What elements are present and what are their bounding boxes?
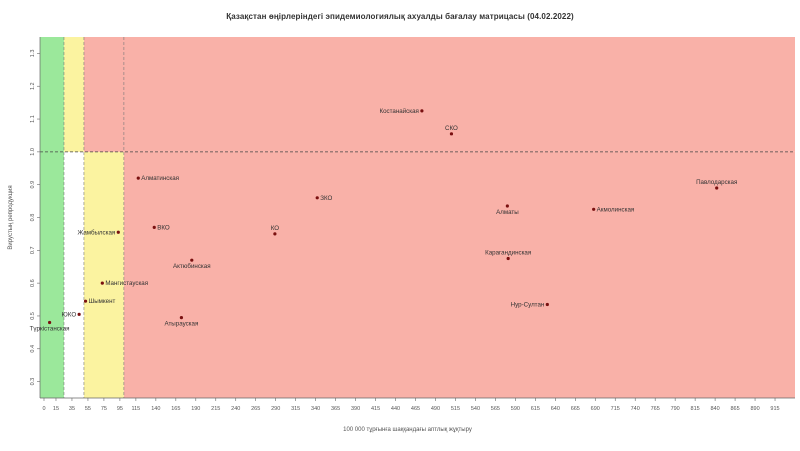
point-label: Түркістанская bbox=[30, 326, 70, 333]
point-label: Акмолинская bbox=[597, 206, 635, 213]
point-label: Костанайская bbox=[380, 108, 419, 115]
x-tick-label: 740 bbox=[631, 406, 640, 412]
y-tick-label: 0.8 bbox=[30, 214, 36, 222]
x-tick-label: 765 bbox=[651, 406, 660, 412]
data-point bbox=[505, 204, 509, 208]
data-point bbox=[136, 176, 140, 180]
x-tick-label: 590 bbox=[511, 406, 520, 412]
x-axis-title: 100 000 тұрғынға шаққандағы аптлық жұқты… bbox=[343, 427, 472, 433]
y-tick-label: 0.3 bbox=[30, 378, 36, 386]
x-tick-label: 115 bbox=[131, 406, 140, 412]
point-label: СКО bbox=[445, 125, 458, 132]
data-point bbox=[100, 281, 104, 285]
data-point bbox=[273, 232, 277, 236]
x-tick-label: 465 bbox=[411, 406, 420, 412]
point-label: ВКО bbox=[157, 224, 170, 231]
point-label: Карагандинская bbox=[485, 250, 531, 257]
y-axis-title: Вирустың репродукция bbox=[8, 185, 14, 249]
data-point bbox=[152, 225, 156, 229]
x-tick-label: 440 bbox=[391, 406, 400, 412]
zone-green bbox=[40, 37, 64, 398]
zone-red bbox=[123, 151, 795, 398]
x-tick-label: 690 bbox=[591, 406, 600, 412]
point-label: Жамбылская bbox=[78, 229, 116, 236]
y-tick-label: 0.6 bbox=[30, 279, 36, 287]
x-tick-label: 640 bbox=[551, 406, 560, 412]
x-tick-label: 75 bbox=[101, 406, 107, 412]
point-label: Мангистауская bbox=[105, 280, 148, 287]
point-label: ЗКО bbox=[320, 195, 332, 202]
x-tick-label: 915 bbox=[770, 406, 779, 412]
x-tick-label: 715 bbox=[611, 406, 620, 412]
x-tick-label: 390 bbox=[351, 406, 360, 412]
point-label: Актюбинская bbox=[173, 263, 211, 270]
data-point bbox=[592, 207, 596, 211]
point-label: ЮКО bbox=[62, 311, 77, 318]
x-tick-label: 55 bbox=[85, 406, 91, 412]
data-point bbox=[47, 320, 52, 325]
point-label: КО bbox=[271, 225, 280, 232]
x-tick-label: 365 bbox=[331, 406, 340, 412]
point-label: Нур-Султан bbox=[511, 301, 545, 308]
x-tick-label: 0 bbox=[42, 406, 45, 412]
x-tick-label: 540 bbox=[471, 406, 480, 412]
x-tick-label: 790 bbox=[671, 406, 680, 412]
x-tick-label: 290 bbox=[271, 406, 280, 412]
point-label: Алматинская bbox=[141, 175, 179, 182]
x-tick-label: 665 bbox=[571, 406, 580, 412]
x-tick-label: 140 bbox=[151, 406, 160, 412]
x-tick-label: 415 bbox=[371, 406, 380, 412]
data-point bbox=[715, 186, 719, 190]
x-tick-label: 615 bbox=[531, 406, 540, 412]
reference-lines bbox=[40, 37, 795, 398]
point-label: Павлодарская bbox=[696, 179, 737, 186]
axes: 0 15 35 55 75 95 115 140 165 190 215 240 265 290 315 34… bbox=[30, 37, 795, 412]
points-layer: Түркістанская ЮКО Шымкент Мангистауская Жамб… bbox=[30, 108, 738, 333]
x-tick-label: 340 bbox=[311, 406, 320, 412]
x-tick-label: 490 bbox=[431, 406, 440, 412]
x-tick-label: 35 bbox=[69, 406, 75, 412]
y-tick-label: 0.5 bbox=[30, 312, 36, 320]
zones-layer bbox=[40, 37, 796, 398]
point-label: Атырауская bbox=[164, 321, 198, 328]
y-tick-label: 0.9 bbox=[30, 181, 36, 189]
x-tick-label: 890 bbox=[750, 406, 759, 412]
data-point bbox=[83, 299, 88, 303]
point-label: Шымкент bbox=[89, 298, 116, 305]
data-point bbox=[315, 196, 319, 200]
data-point bbox=[545, 302, 549, 307]
x-tick-label: 190 bbox=[191, 406, 200, 412]
x-tick-label: 265 bbox=[251, 406, 260, 412]
y-tick-label: 1.1 bbox=[30, 115, 36, 123]
data-point bbox=[420, 109, 424, 113]
y-tick-label: 1.3 bbox=[30, 50, 36, 58]
zone-red bbox=[83, 37, 796, 152]
data-point bbox=[179, 315, 184, 320]
data-point bbox=[506, 256, 510, 261]
data-point bbox=[77, 312, 81, 316]
x-tick-label: 215 bbox=[211, 406, 220, 412]
x-tick-label: 515 bbox=[451, 406, 460, 412]
x-tick-label: 840 bbox=[711, 406, 720, 412]
zone-yellow bbox=[83, 151, 124, 398]
x-tick-label: 815 bbox=[691, 406, 700, 412]
x-tick-label: 95 bbox=[117, 406, 123, 412]
data-point bbox=[116, 230, 120, 234]
x-tick-label: 315 bbox=[291, 406, 300, 412]
data-point bbox=[190, 258, 194, 262]
x-tick-label: 15 bbox=[53, 406, 59, 412]
point-label: Алматы bbox=[496, 209, 519, 216]
x-tick-label: 240 bbox=[231, 406, 240, 412]
x-tick-label: 565 bbox=[491, 406, 500, 412]
y-tick-label: 0.7 bbox=[30, 246, 36, 254]
y-tick-label: 1.0 bbox=[30, 148, 36, 156]
chart-title: Қазақстан өңірлеріндегі эпидемиологиялық… bbox=[226, 12, 574, 21]
data-point bbox=[449, 132, 454, 136]
y-tick-label: 1.2 bbox=[30, 82, 36, 90]
x-tick-label: 165 bbox=[171, 406, 180, 412]
x-tick-label: 865 bbox=[730, 406, 739, 412]
y-tick-label: 0.4 bbox=[30, 345, 36, 353]
zone-yellow bbox=[63, 37, 84, 152]
